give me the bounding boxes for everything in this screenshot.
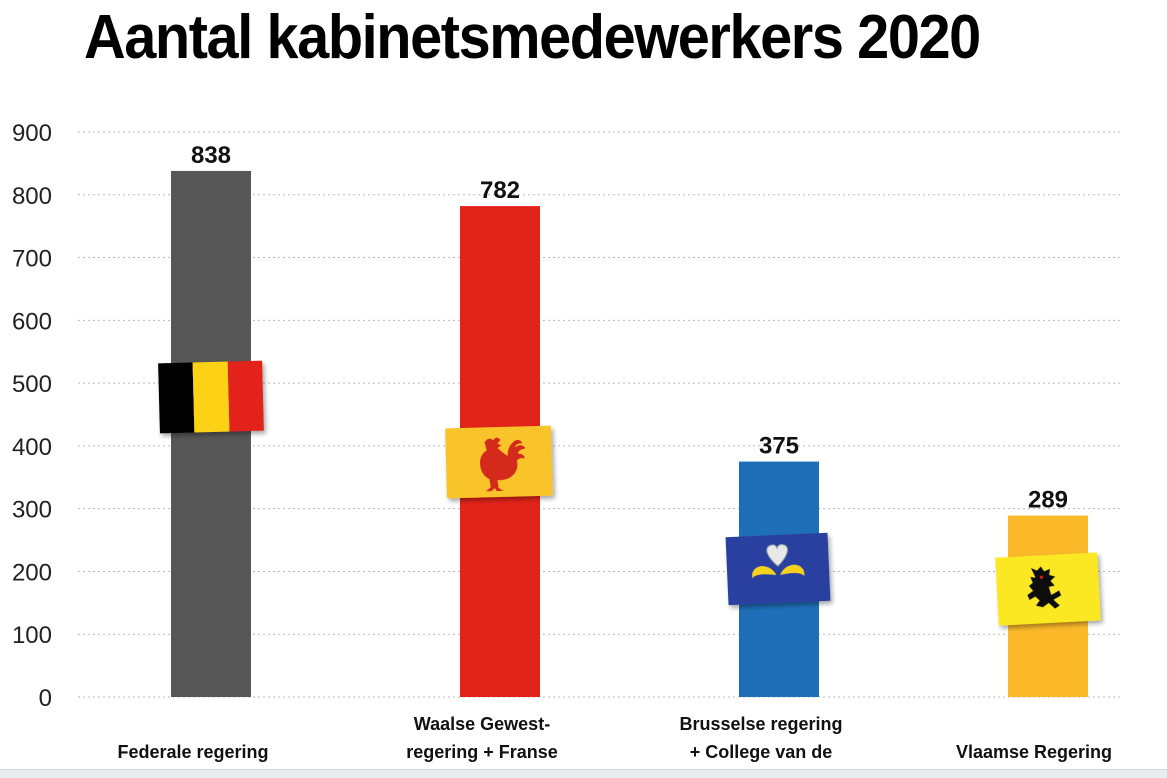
brussels-iris-flag-icon: [725, 532, 831, 606]
bar: [171, 170, 251, 697]
category-label: Waalse Gewest-: [414, 714, 550, 734]
category-label: regering + Franse: [406, 742, 558, 762]
category-label: Federale regering: [117, 742, 268, 762]
y-tick-label: 500: [12, 371, 52, 398]
category-label: Brusselse regering: [679, 714, 842, 734]
window-bottom-edge: [0, 769, 1167, 778]
walloon-rooster-flag-icon: [445, 425, 553, 499]
y-tick-label: 400: [12, 434, 52, 461]
value-label: 375: [759, 433, 799, 460]
y-tick-label: 0: [39, 685, 52, 712]
flag-field: [725, 532, 831, 606]
category-label: Vlaamse Regering: [956, 742, 1112, 762]
iris-petal-left: [752, 566, 777, 579]
chart-title: Aantal kabinetsmedewerkers 2020: [84, 3, 981, 72]
y-tick-label: 900: [12, 120, 52, 147]
y-tick-label: 100: [12, 622, 52, 649]
lion-shape: [1027, 566, 1062, 609]
y-tick-label: 600: [12, 308, 52, 335]
y-tick-label: 300: [12, 497, 52, 524]
value-label: 782: [480, 177, 520, 204]
rooster-shape: [480, 437, 526, 492]
iris-heart: [766, 544, 788, 567]
y-tick-label: 200: [12, 559, 52, 586]
value-label: 838: [191, 142, 231, 169]
lion-eye: [1039, 575, 1043, 579]
y-tick-label: 800: [12, 183, 52, 210]
flemish-lion-flag-icon: [995, 552, 1101, 626]
flag-field: [158, 360, 264, 434]
y-tick-label: 700: [12, 246, 52, 273]
iris-petal-right: [780, 564, 805, 576]
value-label: 289: [1028, 487, 1068, 514]
category-label: + College van de: [690, 742, 833, 762]
belgian-flag-icon: [158, 360, 264, 434]
